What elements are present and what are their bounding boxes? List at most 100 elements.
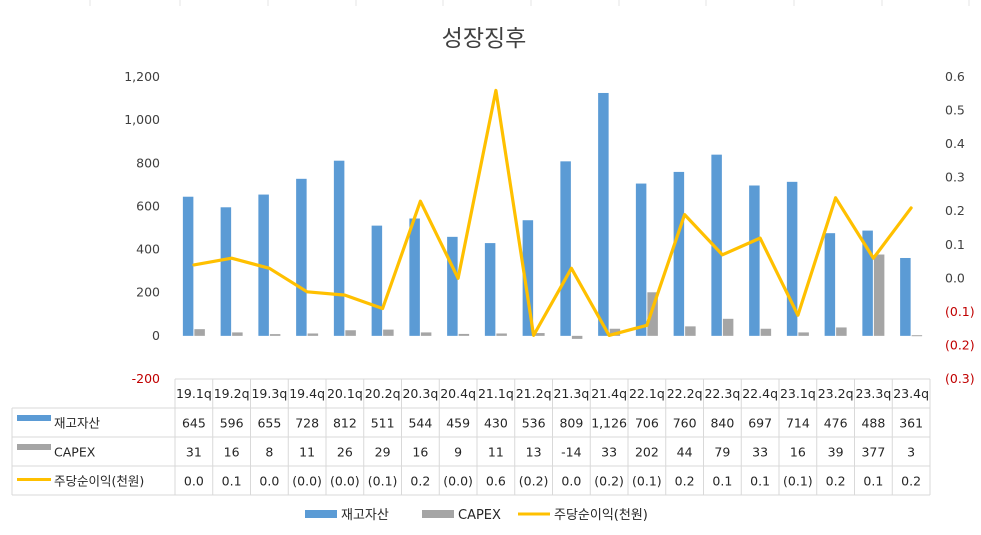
category-label: 22.3q xyxy=(704,386,740,401)
data-label: 16 xyxy=(790,445,806,460)
legend-label-eps: 주당순이익(천원) xyxy=(554,508,648,523)
category-label: 19.4q xyxy=(289,386,325,401)
data-label: 544 xyxy=(408,416,432,431)
legend-key-inventory xyxy=(305,510,337,518)
capex-bar xyxy=(647,292,658,336)
capex-bar xyxy=(534,333,545,336)
data-label: 0.0 xyxy=(259,474,279,489)
row-series-name: 주당순이익(천원) xyxy=(54,474,144,489)
inventory-bar xyxy=(711,154,722,336)
category-label: 23.4q xyxy=(893,386,929,401)
data-label: (0.1) xyxy=(368,474,398,489)
category-label: 21.3q xyxy=(553,386,589,401)
data-label: 39 xyxy=(828,445,844,460)
inventory-bar xyxy=(522,220,534,336)
inventory-bar xyxy=(220,207,232,336)
capex-bar xyxy=(194,329,205,336)
data-label: (0.2) xyxy=(519,474,549,489)
data-label: 0.0 xyxy=(184,474,204,489)
category-label: 19.3q xyxy=(251,386,287,401)
data-label: 31 xyxy=(186,445,202,460)
capex-bar xyxy=(307,333,319,336)
eps-line xyxy=(192,88,913,337)
left-tick-label: 200 xyxy=(136,285,160,300)
capex-bar xyxy=(232,332,243,336)
capex-bar xyxy=(345,330,356,336)
data-label: 0.1 xyxy=(863,474,883,489)
left-tick-label: 1,200 xyxy=(124,69,160,84)
data-label: (0.1) xyxy=(632,474,662,489)
data-label: 33 xyxy=(752,445,768,460)
data-label: 11 xyxy=(488,445,504,460)
left-tick-label: 600 xyxy=(136,198,160,213)
inventory-bar xyxy=(447,236,458,336)
category-label: 22.1q xyxy=(629,386,665,401)
data-label: 0.1 xyxy=(712,474,732,489)
category-label: 20.4q xyxy=(440,386,476,401)
inventory-bar xyxy=(749,185,760,336)
data-label: 697 xyxy=(748,416,772,431)
data-label: (0.0) xyxy=(330,474,360,489)
row-series-name: 재고자산 xyxy=(54,416,101,431)
data-label: 430 xyxy=(484,416,508,431)
right-tick-label: 0.4 xyxy=(945,136,965,151)
data-label: 706 xyxy=(635,416,659,431)
legend-key-capex xyxy=(422,510,454,518)
right-tick-label: 0.0 xyxy=(945,270,965,285)
data-label: 840 xyxy=(710,416,734,431)
data-label: (0.0) xyxy=(292,474,322,489)
capex-bar xyxy=(836,327,847,336)
data-label: 0.2 xyxy=(826,474,846,489)
category-label: 20.3q xyxy=(402,386,438,401)
category-label: 23.1q xyxy=(780,386,816,401)
data-label: -14 xyxy=(561,445,581,460)
category-label: 21.2q xyxy=(516,386,552,401)
data-label: 0.2 xyxy=(410,474,430,489)
data-label: 459 xyxy=(446,416,470,431)
data-label: (0.0) xyxy=(443,474,473,489)
data-label: 3 xyxy=(907,445,915,460)
right-tick-label: (0.3) xyxy=(945,371,975,386)
left-tick-label: 400 xyxy=(136,242,160,257)
data-label: 26 xyxy=(337,445,353,460)
capex-bar xyxy=(269,334,281,336)
right-tick-label: 0.2 xyxy=(945,203,965,218)
line-series xyxy=(192,88,913,337)
inventory-bar xyxy=(296,178,307,336)
data-label: 0.2 xyxy=(901,474,921,489)
data-label: 760 xyxy=(673,416,697,431)
data-label: 13 xyxy=(526,445,542,460)
data-label: 29 xyxy=(375,445,391,460)
left-tick-label: 1,000 xyxy=(124,112,160,127)
inventory-bar xyxy=(862,230,873,336)
inventory-bar xyxy=(484,243,496,336)
data-label: 361 xyxy=(899,416,923,431)
data-label: 16 xyxy=(224,445,240,460)
capex-bar xyxy=(873,254,885,336)
legend-label-inventory: 재고자산 xyxy=(341,508,389,523)
data-label: (0.2) xyxy=(594,474,624,489)
inventory-bar xyxy=(598,92,609,336)
data-label: 728 xyxy=(295,416,319,431)
category-label: 21.1q xyxy=(478,386,514,401)
capex-bar xyxy=(760,328,772,336)
left-axis: -200 0 200 400 600 800 1,000 1,200 xyxy=(124,69,160,386)
data-label: 0.0 xyxy=(561,474,581,489)
category-label: 21.4q xyxy=(591,386,627,401)
data-label: 536 xyxy=(522,416,546,431)
left-tick-label: 800 xyxy=(136,155,160,170)
data-label: 476 xyxy=(824,416,848,431)
capex-bar xyxy=(571,335,583,339)
inventory-bar xyxy=(409,218,420,336)
inventory-bar xyxy=(635,183,647,336)
capex-bar xyxy=(911,335,923,337)
data-label: 9 xyxy=(454,445,462,460)
data-label: 809 xyxy=(559,416,583,431)
right-tick-label: 0.5 xyxy=(945,103,965,118)
data-label: 16 xyxy=(412,445,428,460)
data-label: 655 xyxy=(257,416,281,431)
data-label: 11 xyxy=(299,445,315,460)
right-tick-label: (0.2) xyxy=(945,337,975,352)
right-axis: (0.3) (0.2) (0.1) 0.0 0.1 0.2 0.3 0.4 0.5 0.6 xyxy=(945,69,975,386)
left-tick-label: -200 xyxy=(132,371,160,386)
